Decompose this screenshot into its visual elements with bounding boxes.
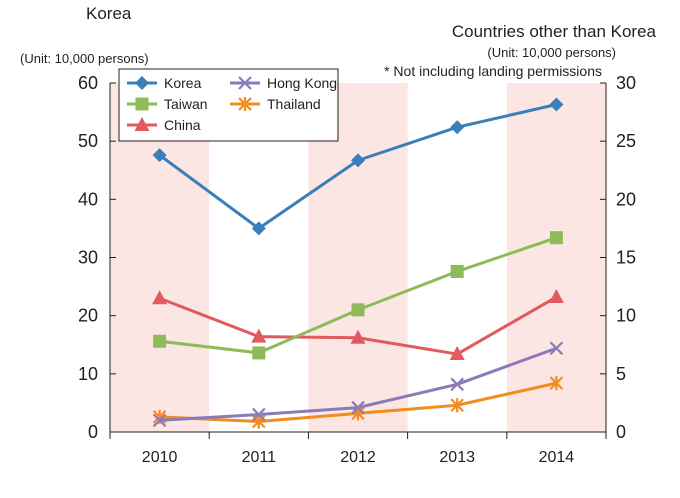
right-tick-label-0: 0 <box>616 422 626 442</box>
right-tick-label-25: 25 <box>616 131 636 151</box>
legend-label-hong-kong: Hong Kong <box>267 75 337 91</box>
point-hong-kong-2011 <box>252 407 266 422</box>
left-axis-title: Korea <box>86 4 132 23</box>
point-hong-kong-2010 <box>152 413 167 428</box>
legend-marker-korea <box>135 76 149 90</box>
legend-label-korea: Korea <box>164 75 202 91</box>
point-korea-2014 <box>549 97 564 112</box>
right-tick-label-10: 10 <box>616 306 636 326</box>
point-china-2010 <box>152 290 168 305</box>
point-hong-kong-2013 <box>450 377 464 392</box>
point-hong-kong-2012 <box>351 400 365 415</box>
x-label-2012: 2012 <box>340 449 376 466</box>
x-label-2014: 2014 <box>539 449 575 466</box>
legend-label-taiwan: Taiwan <box>164 96 208 112</box>
left-tick-label-50: 50 <box>78 131 98 151</box>
point-taiwan-2010 <box>153 334 167 348</box>
point-china-2012 <box>350 329 366 344</box>
legend-marker-china <box>134 117 150 131</box>
point-korea-2013 <box>450 120 465 135</box>
x-label-2011: 2011 <box>242 449 277 466</box>
point-korea-2012 <box>351 153 365 168</box>
x-label-2010: 2010 <box>142 449 178 466</box>
left-axis-unit: (Unit: 10,000 persons) <box>20 51 149 66</box>
year-band-2014 <box>506 83 606 432</box>
right-tick-label-20: 20 <box>616 189 636 209</box>
point-thailand-2014 <box>549 376 564 391</box>
point-taiwan-2013 <box>450 264 464 278</box>
legend-marker-hong-kong <box>238 76 252 90</box>
left-tick-label-10: 10 <box>78 364 98 384</box>
left-tick-label-20: 20 <box>78 306 98 326</box>
right-tick-label-30: 30 <box>616 73 636 93</box>
x-label-2013: 2013 <box>439 449 475 466</box>
point-hong-kong-2014 <box>549 341 564 356</box>
point-korea-2011 <box>251 221 266 236</box>
chart-note: * Not including landing permissions <box>384 63 602 79</box>
point-china-2014 <box>548 289 564 304</box>
right-axis-title: Countries other than Korea <box>451 22 656 41</box>
point-taiwan-2012 <box>351 303 365 317</box>
point-china-2011 <box>251 328 267 343</box>
left-tick-label-0: 0 <box>88 422 98 442</box>
right-tick-label-5: 5 <box>616 364 626 384</box>
point-taiwan-2014 <box>549 231 563 245</box>
left-tick-label-60: 60 <box>78 73 98 93</box>
point-korea-2010 <box>152 148 167 163</box>
right-tick-label-15: 15 <box>616 248 636 268</box>
legend-marker-taiwan <box>135 97 149 111</box>
legend-label-thailand: Thailand <box>267 96 321 112</box>
point-taiwan-2011 <box>252 346 266 360</box>
left-tick-label-30: 30 <box>78 248 98 268</box>
point-thailand-2013 <box>450 398 464 413</box>
legend-label-china: China <box>164 117 201 133</box>
left-tick-label-40: 40 <box>78 189 98 209</box>
point-china-2013 <box>449 346 465 361</box>
right-axis-unit: (Unit: 10,000 persons) <box>487 45 616 60</box>
legend-marker-thailand <box>238 97 252 111</box>
